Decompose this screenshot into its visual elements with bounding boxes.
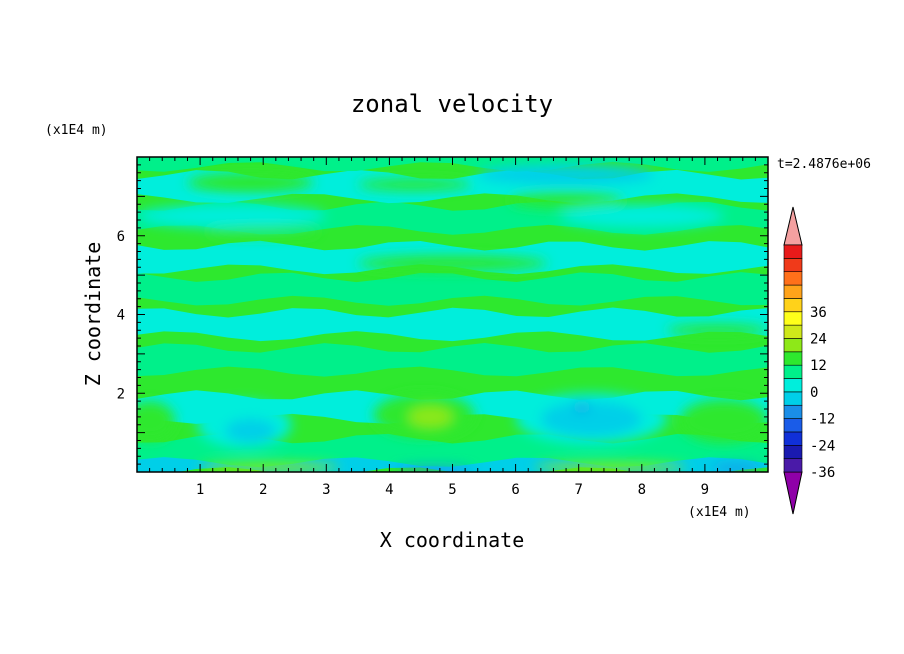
contour-cell [559,204,724,228]
contour-cell [540,401,642,437]
contour-cell [667,324,768,337]
y-axis-label: Z coordinate [81,242,105,387]
contour-band [137,157,768,172]
contour-cell [357,178,472,191]
colorbar-label: -36 [810,465,835,481]
y-tick-label: 6 [117,229,125,245]
colorbar-swatch [783,271,803,286]
colorbar: 36 24 12 0 -12 -24 -36 [783,206,835,515]
colorbar-swatch [783,284,803,299]
y-tick-label: 2 [117,386,125,402]
x-tick-label: 2 [259,482,267,498]
x-tick-label: 3 [322,482,330,498]
contour-cell [509,192,623,209]
colorbar-swatch [783,391,803,406]
contour-cell [408,407,453,427]
colorbar-swatch [783,431,803,446]
contour-cell [187,172,314,193]
contour-plot-area [137,157,768,472]
colorbar-swatch [783,418,803,433]
x-tick-label: 7 [574,482,582,498]
contour-cell [357,255,548,272]
contour-cell [137,401,175,441]
chart-title: zonal velocity [351,90,553,118]
colorbar-max-triangle [783,206,803,246]
contour-features [137,164,768,472]
y-unit-label: (x1E4 m) [45,123,108,138]
colorbar-swatch [783,458,803,473]
colorbar-swatch [783,351,803,366]
x-tick-label: 1 [196,482,204,498]
colorbar-swatch [783,364,803,379]
contour-cell [477,164,655,185]
colorbar-label: 36 [810,305,827,321]
contour-cell [137,204,327,228]
colorbar-swatch [783,324,803,339]
time-label: t=2.4876e+06 [777,157,871,172]
x-tick-label: 5 [448,482,456,498]
colorbar-label: -24 [810,438,835,454]
colorbar-swatch [783,298,803,313]
y-axis-ticks: 2 4 6 [117,164,768,473]
contour-band [137,433,768,468]
x-tick-label: 9 [701,482,709,498]
contour-cell [225,418,276,443]
contour-cell [534,462,686,472]
colorbar-label: 0 [810,385,818,401]
colorbar-swatch [783,311,803,326]
x-tick-label: 8 [638,482,646,498]
x-axis-label: X coordinate [380,528,525,552]
x-axis-ticks: 1 2 3 4 5 6 7 8 9 [136,157,769,498]
x-tick-label: 6 [511,482,519,498]
contour-cell [711,464,762,472]
y-tick-label: 4 [117,308,125,324]
contour-band [137,307,768,342]
colorbar-swatch [783,244,803,259]
colorbar-swatch [783,258,803,273]
colorbar-swatch [783,404,803,419]
contour-cell [206,227,320,237]
colorbar-min-triangle [783,471,803,515]
colorbar-label: -12 [810,412,835,428]
contour-cell [679,399,768,443]
colorbar-swatch [783,378,803,393]
colorbar-swatch [783,444,803,459]
colorbar-swatch [783,338,803,353]
contour-cell [574,403,590,411]
contour-band [137,342,768,377]
contour-cell [200,462,339,472]
colorbar-label: 24 [810,331,827,347]
colorbar-label: 12 [810,358,827,374]
x-unit-label: (x1E4 m) [688,505,751,520]
x-tick-label: 4 [385,482,393,498]
contour-band [137,272,768,306]
